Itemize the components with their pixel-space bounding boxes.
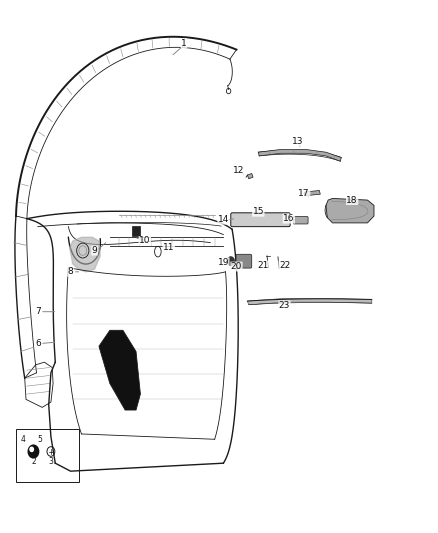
Circle shape xyxy=(227,257,234,265)
Text: 19: 19 xyxy=(218,258,229,266)
Text: 1: 1 xyxy=(181,39,187,48)
Polygon shape xyxy=(99,330,141,410)
Text: 17: 17 xyxy=(298,189,310,198)
Text: 9: 9 xyxy=(92,246,97,255)
Circle shape xyxy=(28,445,39,458)
Text: 16: 16 xyxy=(283,214,295,223)
Text: 4: 4 xyxy=(21,435,26,444)
Polygon shape xyxy=(247,173,253,179)
Text: 23: 23 xyxy=(279,301,290,310)
FancyBboxPatch shape xyxy=(132,226,141,236)
Polygon shape xyxy=(70,237,100,272)
Text: 7: 7 xyxy=(35,307,41,316)
FancyBboxPatch shape xyxy=(236,254,252,268)
FancyBboxPatch shape xyxy=(231,213,290,227)
Polygon shape xyxy=(258,150,341,161)
Bar xyxy=(16,429,79,482)
Polygon shape xyxy=(304,190,320,196)
FancyBboxPatch shape xyxy=(293,216,308,224)
Text: 5: 5 xyxy=(38,435,42,444)
Text: 14: 14 xyxy=(218,215,229,224)
Text: 20: 20 xyxy=(231,262,242,271)
Text: 22: 22 xyxy=(279,261,290,270)
Circle shape xyxy=(30,447,33,451)
Text: 18: 18 xyxy=(346,196,358,205)
Polygon shape xyxy=(326,198,374,223)
Text: 11: 11 xyxy=(163,244,174,253)
Text: 15: 15 xyxy=(253,207,264,216)
Text: 8: 8 xyxy=(68,268,74,276)
Polygon shape xyxy=(247,298,372,305)
Text: 13: 13 xyxy=(292,137,304,146)
Text: 21: 21 xyxy=(257,261,268,270)
Text: 10: 10 xyxy=(139,237,151,246)
Text: 2: 2 xyxy=(31,457,36,466)
Text: 12: 12 xyxy=(233,166,244,175)
Text: 3: 3 xyxy=(49,457,53,466)
Text: 6: 6 xyxy=(35,339,41,348)
